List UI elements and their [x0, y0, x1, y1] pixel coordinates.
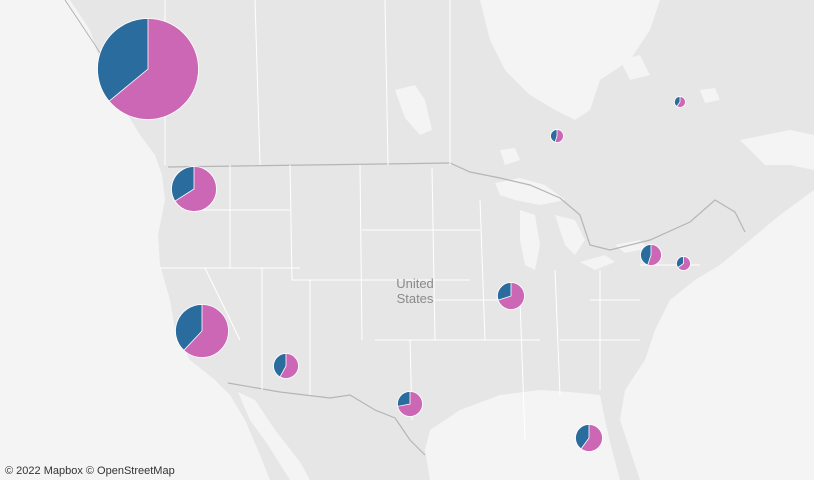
canada-us-border [167, 162, 746, 251]
pie-ontario-great-lakes[interactable] [640, 244, 662, 266]
pie-slice-a[interactable] [273, 353, 287, 378]
great-lakes [495, 178, 648, 270]
pie-arizona[interactable] [273, 353, 299, 379]
country-label-united-states: United States [385, 276, 445, 306]
atlantic-ocean [620, 190, 814, 480]
pie-northern-ontario[interactable] [550, 129, 564, 143]
pie-texas[interactable] [397, 391, 423, 417]
pie-slice-a[interactable] [97, 18, 149, 102]
us-mexico-border [227, 382, 426, 456]
gulf-of-st-lawrence [740, 130, 814, 170]
pie-slice-a[interactable] [397, 391, 411, 407]
pie-florida[interactable] [575, 424, 603, 452]
canadian-lakes [395, 55, 720, 165]
hudson-bay [480, 0, 660, 120]
pie-british-columbia[interactable] [97, 18, 199, 120]
pie-slice-a[interactable] [175, 304, 203, 351]
pie-slice-a[interactable] [676, 256, 684, 269]
map-attribution: © 2022 Mapbox © OpenStreetMap [5, 465, 175, 477]
pie-slice-a[interactable] [674, 96, 681, 108]
pie-slice-a[interactable] [575, 424, 590, 450]
pie-slice-a[interactable] [171, 166, 195, 202]
country-label-line2: States [396, 291, 434, 306]
pie-illinois[interactable] [497, 282, 525, 310]
pie-oregon[interactable] [171, 166, 217, 212]
country-label-line1: United [396, 276, 434, 291]
gulf-of-california [238, 392, 310, 480]
pie-slice-a[interactable] [640, 244, 652, 266]
osm-attribution-link[interactable]: © OpenStreetMap [85, 465, 175, 477]
pie-quebec[interactable] [674, 96, 686, 108]
pie-new-england[interactable] [676, 256, 691, 271]
pie-california[interactable] [175, 304, 229, 358]
pie-slice-a[interactable] [550, 129, 558, 143]
pacific-ocean [0, 0, 270, 480]
state-lines [160, 0, 700, 441]
pie-slice-a[interactable] [497, 282, 512, 301]
gulf-of-mexico [425, 390, 620, 480]
mapbox-attribution-link[interactable]: © 2022 Mapbox [5, 465, 83, 477]
